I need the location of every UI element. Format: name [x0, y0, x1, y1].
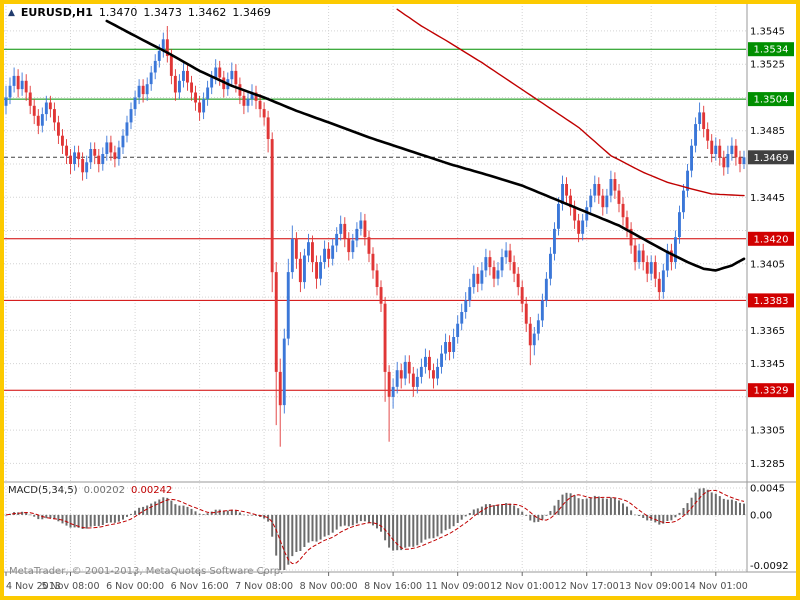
time-axis-label: 6 Nov 00:00: [106, 581, 164, 592]
price-badge-1.3329: 1.3329: [748, 383, 794, 398]
time-axis-label: 8 Nov 16:00: [364, 581, 422, 592]
macd-indicator-label: MACD(5,34,5): [8, 485, 78, 496]
time-axis-label: 12 Nov 01:00: [490, 581, 554, 592]
price-badge-1.3534: 1.3534: [748, 42, 794, 57]
time-axis-label: 13 Nov 09:00: [619, 581, 683, 592]
price-axis-label: 1.3285: [750, 459, 785, 470]
moving-average-red: [396, 8, 745, 197]
price-badge-1.3420: 1.3420: [748, 231, 794, 246]
symbol-period-label: EURUSD,H1: [20, 6, 93, 19]
bar-high-value: 1.3473: [143, 6, 182, 19]
price-axis-label: 1.3405: [750, 259, 785, 270]
macd-histogram: [5, 488, 745, 570]
bar-low-value: 1.3462: [187, 6, 227, 19]
macd-signal-value: 0.00242: [130, 485, 173, 496]
time-axis-label: 8 Nov 00:00: [300, 581, 358, 592]
bar-open-value: 1.3470: [98, 6, 138, 19]
price-axis-label: 1.3305: [750, 426, 785, 437]
price-badge-label: 1.3504: [754, 95, 789, 106]
bar-close-value: 1.3469: [232, 6, 271, 19]
macd-axis-label: 0.0045: [750, 484, 785, 495]
price-badge-label: 1.3329: [754, 386, 789, 397]
horizontal-level-lines: [4, 48, 746, 391]
price-badge-label: 1.3534: [754, 45, 789, 56]
time-axis-label: 7 Nov 08:00: [235, 581, 293, 592]
price-axis-label: 1.3545: [750, 26, 785, 37]
price-axis-label: 1.3525: [750, 60, 785, 71]
metatrader-logo-icon: ▲: [8, 8, 15, 18]
time-axis-label: 11 Nov 09:00: [426, 581, 490, 592]
moving-average-black: [105, 19, 746, 272]
macd-main-value: 0.00202: [83, 485, 125, 496]
chart-header: ▲ EURUSD,H1 1.3470 1.3473 1.3462 1.3469: [8, 6, 271, 19]
macd-axis-label: 0.00: [750, 510, 772, 521]
chart-canvas[interactable]: 1.3545 1.3525 1.3485 1.3445 1.3405 1.3365 1.33…: [4, 4, 796, 596]
macd-signal-line: [5, 489, 745, 565]
macd-header: MACD(5,34,5) 0.00202 0.00242: [8, 485, 172, 496]
gridlines: [4, 6, 746, 571]
price-badge-label: 1.3420: [754, 234, 789, 245]
price-axis-label: 1.3365: [750, 326, 785, 337]
macd-axis-label: -0.0092: [750, 561, 789, 572]
candlesticks: [4, 26, 746, 447]
price-badge-label: 1.3383: [754, 296, 789, 307]
time-axis-label: 14 Nov 01:00: [684, 581, 748, 592]
price-axis-label: 1.3345: [750, 359, 785, 370]
time-axis-label: 5 Nov 08:00: [41, 581, 99, 592]
time-axis-label: 6 Nov 16:00: [171, 581, 229, 592]
price-axis-label: 1.3485: [750, 126, 785, 137]
price-badge-1.3469: 1.3469: [748, 150, 794, 165]
price-badge-1.3383: 1.3383: [748, 293, 794, 308]
copyright-text: MetaTrader, © 2001-2013, MetaQuotes Soft…: [9, 566, 284, 577]
time-axis-label: 4 Nov 2013: [6, 581, 61, 592]
price-badge-label: 1.3469: [754, 153, 789, 164]
price-badge-1.3504: 1.3504: [748, 92, 794, 107]
time-axis-label: 12 Nov 17:00: [555, 581, 619, 592]
price-axis-label: 1.3445: [750, 193, 785, 204]
